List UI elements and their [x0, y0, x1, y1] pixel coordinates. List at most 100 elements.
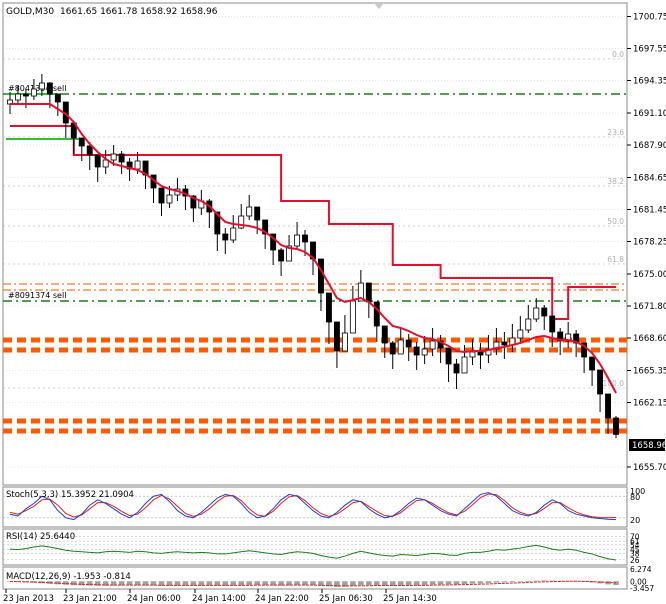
header-ohlc: 1661.65 1661.78 1658.92 1658.96 [60, 7, 218, 17]
macd-histogram-bar [437, 581, 444, 585]
candle-body [190, 195, 197, 209]
rsi-scale-label: 54 [630, 541, 640, 550]
macd-signal-line [9, 580, 617, 587]
candle-body [421, 348, 428, 356]
macd-histogram-bar [158, 581, 165, 586]
current-price-label: 1658.96 [632, 441, 666, 451]
order-label: #8041334 sell [8, 84, 66, 93]
macd-histogram-bar [525, 581, 532, 582]
candle-body [413, 346, 420, 356]
rsi-panel-frame [2, 528, 628, 566]
candle-body [405, 339, 412, 348]
macd-histogram-bar [134, 581, 141, 586]
order-label: #8091374 sell [8, 291, 66, 300]
price-tick-label: 1668.60 [633, 334, 666, 344]
price-tick-label: 1697.55 [633, 45, 666, 55]
macd-histogram-bar [485, 581, 492, 584]
macd-histogram-bar [310, 581, 316, 586]
candle-body [238, 215, 245, 229]
rsi-scale-label: 45 [630, 546, 640, 555]
stoch-signal-line [9, 493, 617, 519]
candle-body [22, 93, 29, 97]
candle-body [581, 342, 588, 358]
macd-histogram-bar [246, 581, 252, 585]
candle-body [54, 93, 61, 103]
macd-histogram-bar [94, 581, 101, 586]
fib-level-label: 50.0 [607, 217, 624, 226]
rsi-line [9, 544, 617, 561]
macd-histogram-bar [78, 581, 85, 586]
moving-average-line [9, 103, 617, 394]
price-tick-label: 1678.25 [633, 238, 666, 248]
candle-body [477, 351, 484, 356]
macd-histogram-bar [102, 581, 109, 586]
macd-histogram-bar [174, 581, 181, 586]
macd-histogram-bar [294, 581, 300, 585]
macd-histogram-bar [254, 581, 260, 585]
macd-histogram-bar [389, 581, 396, 586]
candle-body [270, 233, 277, 251]
macd-histogram-bar [126, 581, 133, 586]
macd-histogram-bar [39, 581, 45, 584]
time-tick-label: 25 Jan 06:30 [319, 594, 373, 604]
macd-histogram-bar [493, 581, 500, 583]
macd-panel [7, 580, 619, 587]
macd-histogram-bar [110, 581, 117, 586]
candle-body [349, 300, 356, 334]
rsi-scale-label: 61 [630, 537, 640, 546]
macd-histogram-bar [381, 581, 388, 586]
time-tick-label: 25 Jan 14:30 [383, 594, 437, 604]
shift-marker-icon[interactable] [374, 3, 384, 9]
candle-body [214, 211, 221, 235]
stepped-stop-line [9, 125, 617, 320]
price-tick-label: 1700.75 [633, 13, 666, 23]
stoch-scale-label: 80 [630, 493, 640, 502]
candle-body [373, 301, 380, 327]
macd-histogram-bar [397, 581, 404, 586]
rsi-scale-label: 26 [630, 556, 640, 565]
candle-body [246, 206, 253, 217]
fib-level-label: 38.2 [607, 177, 624, 186]
candle-body [453, 363, 460, 374]
macd-histogram-bar [198, 581, 205, 586]
candle-body [389, 342, 396, 355]
macd-histogram-bar [501, 581, 508, 583]
candle-body [46, 82, 53, 95]
macd-scale-label: -3.457 [630, 584, 654, 593]
macd-histogram-bar [541, 580, 548, 582]
macd-histogram-bar [270, 581, 276, 586]
macd-histogram-bar [206, 581, 213, 586]
price-tick-label: 1655.70 [633, 463, 666, 473]
fib-level-label: 61.8 [607, 255, 624, 264]
macd-histogram-bar [374, 581, 380, 586]
macd-histogram-bar [214, 581, 221, 586]
candle-body [381, 325, 388, 344]
rsi-scale-label: 70 [630, 532, 640, 541]
candle-body [38, 82, 45, 90]
macd-histogram-bar [230, 581, 237, 586]
candle-body [325, 292, 332, 323]
macd-histogram-bar [262, 581, 268, 586]
time-tick-label: 24 Jan 22:00 [255, 594, 309, 604]
macd-histogram-bar [509, 581, 516, 583]
candle-body [278, 249, 285, 262]
candle-body [605, 393, 611, 419]
stoch-scale-label: 100 [630, 487, 645, 496]
macd-title: MACD(12,26,9) -1.953 -0.814 [6, 572, 131, 582]
price-axis: 1700.75 1697.55 1694.35 1691.10 1687.90 1684.… [627, 13, 666, 593]
stoch-main-line [9, 492, 617, 521]
macd-histogram-bar [55, 581, 61, 585]
macd-histogram-bar [302, 581, 308, 585]
candle-body [134, 160, 141, 170]
candle-body [533, 307, 540, 320]
macd-histogram-bar [366, 581, 372, 586]
macd-histogram-bar [405, 581, 412, 586]
macd-histogram-bar [118, 581, 125, 586]
candle-body [110, 153, 117, 161]
stoch-title: Stoch(5,3,3) 15.3952 21.0904 [6, 490, 134, 500]
macd-histogram-bar [453, 581, 460, 585]
price-tick-label: 1684.65 [633, 174, 666, 184]
macd-histogram-bar [190, 581, 197, 586]
macd-histogram-bar [15, 581, 21, 583]
